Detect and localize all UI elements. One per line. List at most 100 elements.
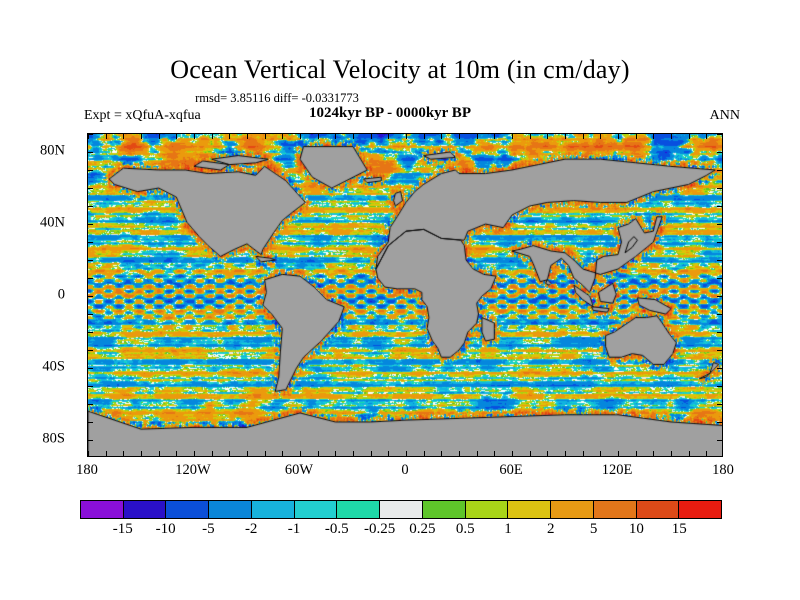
axis-tick bbox=[717, 224, 722, 225]
axis-tick bbox=[105, 451, 107, 456]
axis-tick bbox=[717, 422, 722, 423]
colorbar-label: 1 bbox=[504, 521, 512, 537]
axis-tick bbox=[671, 451, 672, 456]
axis-tick bbox=[194, 134, 195, 139]
y-axis-label: 40S bbox=[42, 358, 65, 375]
axis-tick bbox=[717, 350, 722, 351]
axis-tick bbox=[529, 451, 531, 456]
axis-tick bbox=[88, 422, 93, 423]
axis-tick bbox=[671, 134, 672, 139]
colorbar-label: -0.25 bbox=[363, 521, 396, 537]
axis-tick bbox=[141, 134, 142, 139]
axis-tick bbox=[706, 134, 708, 139]
axis-tick bbox=[717, 134, 722, 135]
colorbar-label: 0.5 bbox=[455, 521, 475, 537]
axis-tick bbox=[582, 451, 584, 456]
axis-tick bbox=[88, 451, 89, 456]
axis-tick bbox=[717, 242, 722, 243]
axis-tick bbox=[717, 368, 722, 369]
axis-tick bbox=[565, 451, 566, 456]
x-axis-label: 60W bbox=[284, 462, 314, 478]
colorbar-band-9 bbox=[465, 501, 509, 518]
axis-tick bbox=[717, 278, 722, 279]
axis-tick bbox=[717, 170, 722, 171]
colorbar-label: -5 bbox=[202, 521, 215, 537]
axis-tick bbox=[476, 451, 478, 456]
axis-tick bbox=[494, 451, 496, 456]
axis-tick bbox=[494, 134, 496, 139]
period-label: 1024kyr BP - 0000kyr BP bbox=[309, 105, 471, 121]
colorbar-band-11 bbox=[551, 501, 594, 518]
colorbar-label: 0.25 bbox=[409, 521, 436, 537]
axis-tick bbox=[88, 206, 93, 207]
axis-tick bbox=[88, 440, 93, 441]
axis-tick bbox=[88, 404, 93, 405]
axis-tick bbox=[88, 188, 93, 189]
colorbar-band-2 bbox=[166, 501, 210, 518]
axis-tick bbox=[388, 451, 390, 456]
colorbar-label: -10 bbox=[155, 521, 176, 537]
colorbar-label: 10 bbox=[628, 521, 644, 537]
x-axis-label: 0 bbox=[401, 462, 409, 478]
experiment-label: Expt = xQfuA-xqfua bbox=[84, 108, 201, 123]
axis-tick bbox=[653, 451, 655, 456]
axis-tick bbox=[141, 451, 142, 456]
axis-tick bbox=[88, 242, 93, 243]
axis-tick bbox=[706, 451, 708, 456]
axis-tick bbox=[264, 134, 266, 139]
statistics-line: rmsd= 3.85116 diff= -0.0331773 bbox=[195, 91, 359, 105]
axis-tick bbox=[88, 134, 93, 135]
axis-tick bbox=[88, 152, 93, 153]
axis-tick bbox=[88, 386, 93, 387]
axis-tick bbox=[300, 134, 301, 139]
axis-tick bbox=[717, 206, 722, 207]
axis-tick bbox=[353, 134, 354, 139]
axis-tick bbox=[194, 451, 195, 456]
colorbar-band-1 bbox=[123, 501, 167, 518]
axis-tick bbox=[476, 134, 478, 139]
axis-tick bbox=[247, 134, 248, 139]
axis-tick bbox=[176, 451, 178, 456]
axis-tick bbox=[653, 134, 655, 139]
figure-title: Ocean Vertical Velocity at 10m (in cm/da… bbox=[170, 55, 630, 84]
axis-tick bbox=[388, 134, 390, 139]
axis-tick bbox=[123, 451, 125, 456]
axis-tick bbox=[406, 451, 407, 456]
axis-tick bbox=[459, 451, 460, 456]
axis-tick bbox=[423, 134, 425, 139]
axis-tick bbox=[88, 278, 93, 279]
axis-tick bbox=[300, 451, 301, 456]
x-axis-label: 180 bbox=[76, 462, 98, 478]
axis-tick bbox=[211, 451, 213, 456]
coastline-layer bbox=[88, 134, 722, 456]
axis-tick bbox=[717, 296, 722, 297]
colorbar-band-5 bbox=[294, 501, 338, 518]
axis-tick bbox=[211, 134, 213, 139]
axis-tick bbox=[88, 350, 93, 351]
axis-tick bbox=[618, 134, 619, 139]
axis-tick bbox=[688, 134, 690, 139]
axis-tick bbox=[635, 134, 637, 139]
axis-tick bbox=[717, 314, 722, 315]
axis-tick bbox=[582, 134, 584, 139]
axis-tick bbox=[512, 451, 513, 456]
colorbar-label: -1 bbox=[287, 521, 301, 537]
axis-tick bbox=[547, 134, 549, 139]
y-axis-label: 80S bbox=[42, 430, 65, 447]
colorbar-band-0 bbox=[81, 501, 124, 518]
colorbar-band-7 bbox=[380, 501, 423, 518]
axis-tick bbox=[176, 134, 178, 139]
axis-tick bbox=[618, 451, 619, 456]
axis-tick bbox=[547, 451, 549, 456]
x-axis-label: 120W bbox=[175, 462, 211, 478]
axis-tick bbox=[282, 134, 284, 139]
axis-tick bbox=[158, 451, 160, 456]
axis-tick bbox=[88, 314, 93, 315]
x-axis-label: 120E bbox=[601, 462, 633, 478]
axis-tick bbox=[717, 260, 722, 261]
axis-tick bbox=[317, 134, 319, 139]
axis-tick bbox=[423, 451, 425, 456]
axis-tick bbox=[229, 134, 231, 139]
axis-tick bbox=[88, 170, 93, 171]
colorbar-band-12 bbox=[593, 501, 637, 518]
